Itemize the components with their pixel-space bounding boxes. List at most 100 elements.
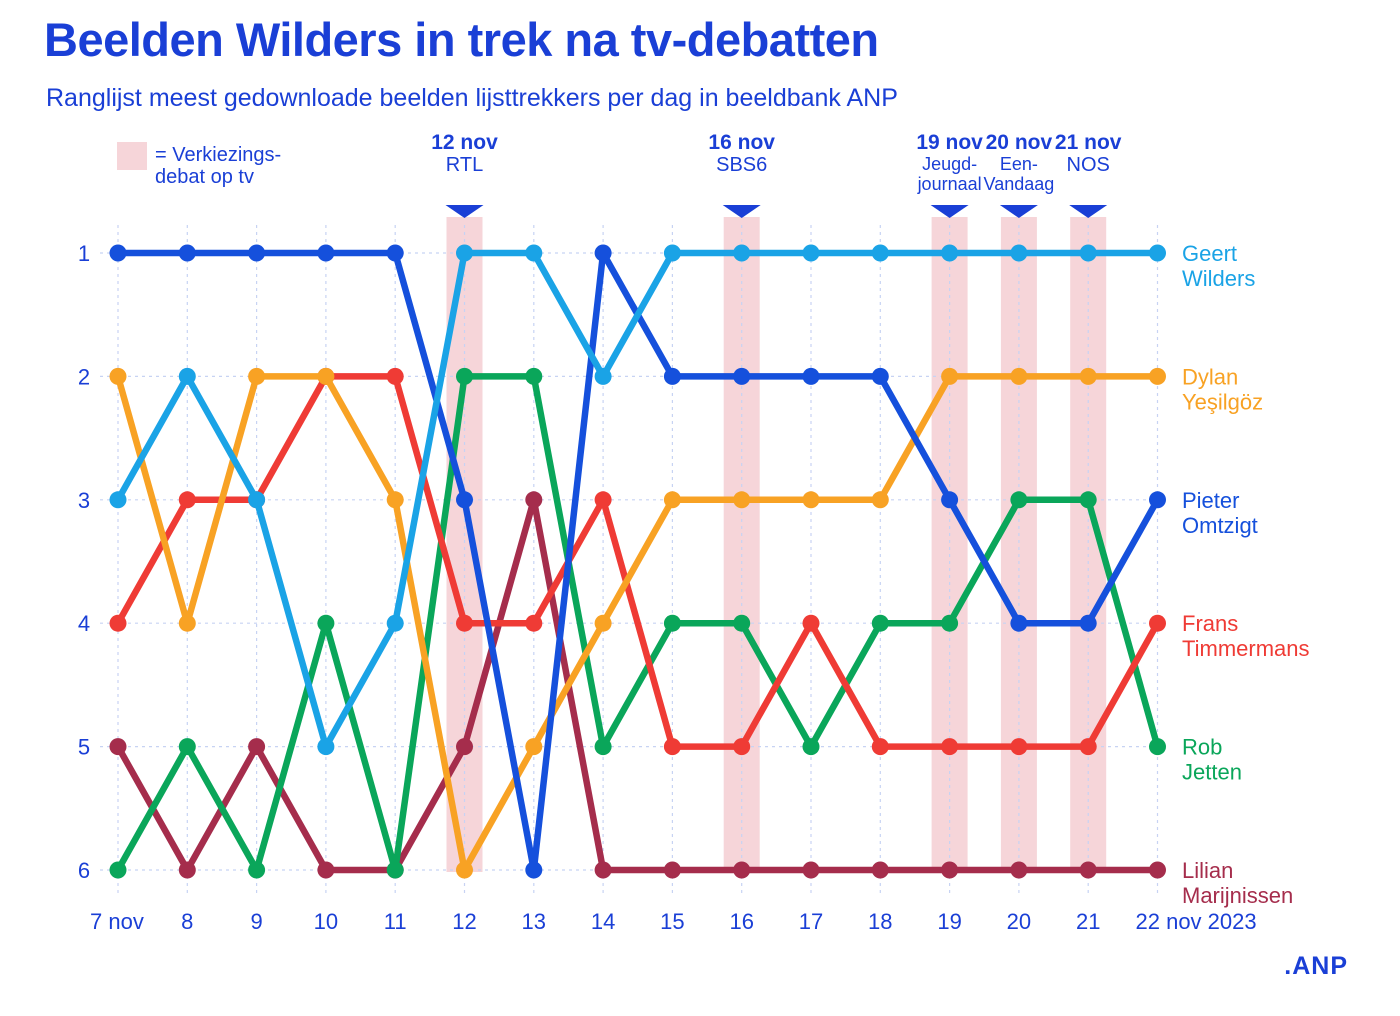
point-dylan-ye-ilg-z-12 xyxy=(456,861,473,879)
point-geert-wilders-9 xyxy=(248,491,266,509)
x-tick-19: 19 xyxy=(937,909,961,934)
x-tick-20: 20 xyxy=(1007,909,1031,934)
point-pieter-omtzigt-9 xyxy=(248,244,266,262)
x-tick-21: 21 xyxy=(1076,909,1100,934)
series-label-rob-jetten: Rob Jetten xyxy=(1182,735,1242,785)
point-geert-wilders-16 xyxy=(733,244,751,262)
y-tick-3: 3 xyxy=(78,488,90,513)
x-tick-9: 9 xyxy=(250,909,262,934)
point-rob-jetten-19 xyxy=(941,614,959,632)
debate-marker-12 xyxy=(445,205,484,218)
point-rob-jetten-22 xyxy=(1149,738,1166,756)
point-dylan-ye-ilg-z-19 xyxy=(941,367,959,385)
y-tick-2: 2 xyxy=(78,364,90,389)
y-tick-5: 5 xyxy=(78,735,90,760)
debate-marker-16 xyxy=(722,205,761,218)
point-rob-jetten-21 xyxy=(1079,491,1097,509)
debate-channel-21: NOS xyxy=(1067,154,1110,176)
point-pieter-omtzigt-18 xyxy=(871,367,889,385)
chart-title: Beelden Wilders in trek na tv-debatten xyxy=(44,13,879,66)
point-geert-wilders-15 xyxy=(663,244,681,262)
debate-marker-19 xyxy=(930,205,969,218)
point-rob-jetten-20 xyxy=(1010,491,1028,509)
point-geert-wilders-7 xyxy=(109,491,127,509)
anp-logo: .ANP xyxy=(1284,952,1348,980)
point-lilian-marijnissen-20 xyxy=(1010,861,1028,879)
point-geert-wilders-20 xyxy=(1010,244,1028,262)
debate-marker-20 xyxy=(999,205,1038,218)
point-geert-wilders-22 xyxy=(1149,244,1166,262)
x-tick-12: 12 xyxy=(452,909,476,934)
point-lilian-marijnissen-19 xyxy=(941,861,959,879)
point-dylan-ye-ilg-z-7 xyxy=(109,367,127,385)
point-lilian-marijnissen-10 xyxy=(317,861,335,879)
point-lilian-marijnissen-14 xyxy=(594,861,612,879)
legend-debate-swatch xyxy=(117,142,147,170)
x-tick-14: 14 xyxy=(591,909,615,934)
point-lilian-marijnissen-16 xyxy=(733,861,751,879)
point-frans-timmermans-20 xyxy=(1010,738,1028,756)
point-dylan-ye-ilg-z-9 xyxy=(248,367,266,385)
debate-date-16: 16 nov xyxy=(708,131,775,154)
point-frans-timmermans-14 xyxy=(594,491,612,509)
point-geert-wilders-10 xyxy=(317,738,335,756)
point-dylan-ye-ilg-z-8 xyxy=(178,614,196,632)
point-frans-timmermans-17 xyxy=(802,614,820,632)
point-geert-wilders-13 xyxy=(525,244,543,262)
point-geert-wilders-12 xyxy=(456,244,473,262)
point-frans-timmermans-22 xyxy=(1149,614,1166,632)
debate-marker-21 xyxy=(1069,205,1108,218)
series-line-frans-timmermans xyxy=(114,373,1161,750)
debate-band-19 xyxy=(931,217,968,872)
x-axis-ticks: 7 nov 8 9 10 11 12 13 14 15 16 17 18 19 20 21 22 nov 20… xyxy=(90,909,1257,934)
point-rob-jetten-11 xyxy=(386,861,404,879)
point-dylan-ye-ilg-z-20 xyxy=(1010,367,1028,385)
x-tick-10: 10 xyxy=(314,909,338,934)
point-rob-jetten-7 xyxy=(109,861,127,879)
point-rob-jetten-16 xyxy=(733,614,751,632)
point-dylan-ye-ilg-z-16 xyxy=(733,491,751,509)
point-dylan-ye-ilg-z-10 xyxy=(317,367,335,385)
point-pieter-omtzigt-22 xyxy=(1149,491,1166,509)
x-tick-16: 16 xyxy=(729,909,753,934)
point-rob-jetten-14 xyxy=(594,738,612,756)
point-lilian-marijnissen-8 xyxy=(178,861,196,879)
point-rob-jetten-13 xyxy=(525,367,543,385)
series-frans-timmermans: Frans Timmermans xyxy=(109,367,1310,756)
point-rob-jetten-10 xyxy=(317,614,335,632)
point-geert-wilders-19 xyxy=(941,244,959,262)
x-tick-15: 15 xyxy=(660,909,684,934)
point-pieter-omtzigt-11 xyxy=(386,244,404,262)
point-rob-jetten-17 xyxy=(802,738,820,756)
series-dylan-ye-ilg-z: Dylan Yeşilgöz xyxy=(109,364,1263,879)
chart-subtitle: Ranglijst meest gedownloade beelden lijs… xyxy=(46,84,898,112)
point-pieter-omtzigt-10 xyxy=(317,244,335,262)
point-pieter-omtzigt-13 xyxy=(525,861,543,879)
point-rob-jetten-9 xyxy=(248,861,266,879)
debate-date-21: 21 nov xyxy=(1055,131,1122,154)
point-frans-timmermans-12 xyxy=(456,614,473,632)
point-geert-wilders-18 xyxy=(871,244,889,262)
point-frans-timmermans-11 xyxy=(386,367,404,385)
point-dylan-ye-ilg-z-15 xyxy=(663,491,681,509)
point-dylan-ye-ilg-z-17 xyxy=(802,491,820,509)
point-dylan-ye-ilg-z-22 xyxy=(1149,367,1166,385)
point-geert-wilders-11 xyxy=(386,614,404,632)
x-tick-18: 18 xyxy=(868,909,892,934)
point-frans-timmermans-21 xyxy=(1079,738,1097,756)
point-lilian-marijnissen-13 xyxy=(525,491,543,509)
point-pieter-omtzigt-8 xyxy=(178,244,196,262)
y-tick-4: 4 xyxy=(78,611,90,636)
x-tick-13: 13 xyxy=(522,909,546,934)
point-lilian-marijnissen-9 xyxy=(248,738,266,756)
point-lilian-marijnissen-22 xyxy=(1149,861,1166,879)
series-line-dylan-ye-ilg-z xyxy=(114,373,1161,874)
point-frans-timmermans-7 xyxy=(109,614,127,632)
debate-date-20: 20 nov xyxy=(986,131,1053,154)
point-geert-wilders-14 xyxy=(594,367,612,385)
series-line-geert-wilders xyxy=(114,249,1161,750)
series-label-lilian-marijnissen: Lilian Marijnissen xyxy=(1182,858,1293,908)
point-dylan-ye-ilg-z-21 xyxy=(1079,367,1097,385)
series-geert-wilders: Geert Wilders xyxy=(109,241,1255,756)
point-frans-timmermans-8 xyxy=(178,491,196,509)
